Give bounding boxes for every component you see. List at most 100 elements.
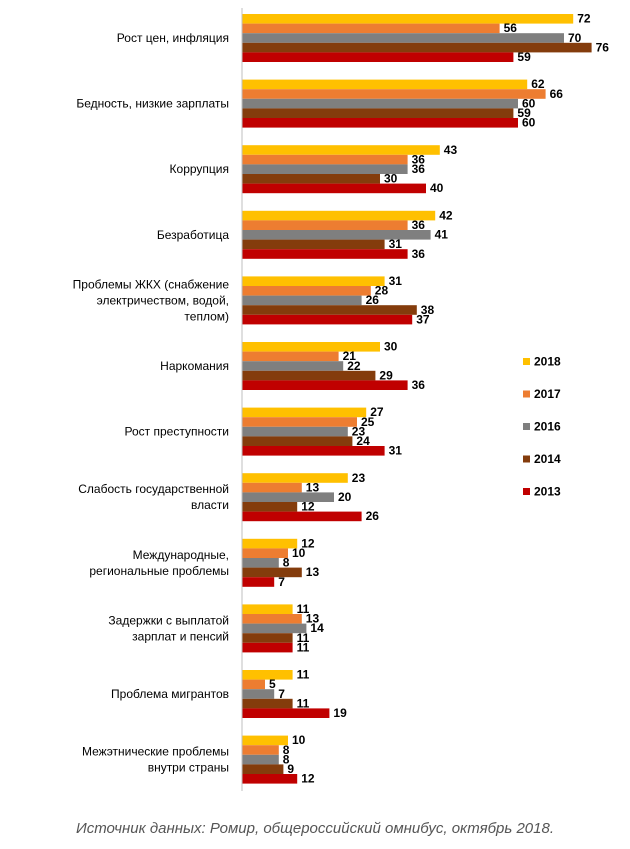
- value-label-2014-8: 13: [306, 565, 320, 579]
- bar-2017-7: [242, 482, 302, 493]
- bar-2014-5: [242, 370, 376, 381]
- value-label-2016-1: 60: [522, 96, 536, 110]
- value-label-2014-9: 11: [297, 631, 310, 645]
- value-label-2016-0: 70: [568, 31, 582, 45]
- bars-group: [242, 14, 592, 784]
- bar-2014-7: [242, 502, 298, 512]
- source-footer: Источник данных: Ромир, общероссийский о…: [76, 820, 554, 837]
- value-label-2014-0: 76: [596, 40, 610, 54]
- value-label-2013-9: 11: [297, 640, 310, 654]
- value-label-2014-2: 30: [384, 172, 398, 186]
- bar-2017-0: [242, 23, 500, 34]
- category-label-4: электричеством, водой,: [97, 293, 229, 307]
- bar-2017-3: [242, 220, 408, 230]
- category-label-9: зарплат и пенсий: [132, 629, 229, 643]
- legend-label-2018: 2018: [534, 355, 561, 369]
- value-label-2017-2: 36: [412, 152, 426, 166]
- value-label-2017-9: 13: [306, 612, 320, 626]
- bar-2014-4: [242, 305, 417, 315]
- value-label-2017-5: 21: [343, 349, 357, 363]
- bar-2018-4: [242, 276, 385, 286]
- bar-2018-7: [242, 473, 348, 483]
- category-label-7: Слабость государственной: [78, 482, 229, 496]
- value-label-2018-7: 23: [352, 471, 366, 485]
- value-label-2014-3: 31: [389, 237, 403, 251]
- bar-2014-0: [242, 42, 592, 53]
- bar-2017-8: [242, 548, 288, 558]
- bar-2018-6: [242, 407, 367, 418]
- value-label-2013-4: 37: [416, 312, 430, 326]
- value-label-2017-0: 56: [504, 21, 518, 35]
- bar-2017-10: [242, 679, 265, 690]
- value-label-2014-11: 9: [287, 762, 294, 776]
- bar-2013-10: [242, 708, 330, 718]
- value-label-2018-8: 12: [301, 536, 315, 550]
- bar-2013-7: [242, 511, 362, 522]
- value-label-2016-8: 8: [283, 556, 290, 570]
- value-label-2017-6: 25: [361, 415, 375, 429]
- value-label-2017-11: 8: [283, 743, 290, 757]
- bar-2013-9: [242, 642, 293, 653]
- value-label-2018-9: 11: [297, 602, 310, 616]
- value-label-2016-3: 41: [435, 228, 449, 242]
- bar-2013-5: [242, 380, 408, 390]
- value-label-2018-4: 31: [389, 274, 403, 288]
- value-label-2013-7: 26: [366, 509, 380, 523]
- value-label-2017-3: 36: [412, 218, 426, 232]
- value-label-2017-10: 5: [269, 677, 276, 691]
- value-label-2018-2: 43: [444, 143, 458, 157]
- category-label-7: власти: [191, 498, 229, 512]
- category-label-3: Безработица: [157, 228, 229, 242]
- bar-2016-3: [242, 230, 431, 240]
- category-label-11: внутри страны: [148, 761, 229, 775]
- value-label-2017-8: 10: [292, 546, 306, 560]
- bar-2014-3: [242, 239, 385, 250]
- value-label-2016-10: 7: [278, 687, 285, 701]
- value-label-2018-1: 62: [531, 77, 545, 91]
- value-label-2013-6: 31: [389, 444, 403, 458]
- bar-2016-0: [242, 33, 564, 43]
- value-label-2013-3: 36: [412, 247, 426, 261]
- bar-2013-6: [242, 446, 385, 456]
- bar-2018-3: [242, 210, 436, 221]
- value-label-2013-2: 40: [430, 181, 444, 195]
- bar-2017-5: [242, 351, 339, 362]
- value-label-2018-0: 72: [577, 12, 591, 26]
- value-label-2018-5: 30: [384, 340, 398, 354]
- bar-2013-8: [242, 577, 275, 587]
- value-label-2014-4: 38: [421, 303, 435, 317]
- bar-2018-11: [242, 735, 288, 746]
- category-label-4: Проблемы ЖКХ (снабжение: [73, 277, 230, 291]
- value-label-2013-8: 7: [278, 575, 285, 589]
- bar-2017-9: [242, 614, 302, 624]
- category-label-8: Международные,: [133, 548, 229, 562]
- bar-2018-10: [242, 670, 293, 680]
- category-label-9: Задержки с выплатой: [108, 613, 229, 627]
- value-label-2014-7: 12: [301, 500, 315, 514]
- legend-label-2017: 2017: [534, 387, 561, 401]
- legend-swatch-2017: [523, 390, 530, 398]
- category-label-1: Бедность, низкие зарплаты: [76, 97, 229, 111]
- bar-2013-1: [242, 118, 518, 128]
- value-label-2016-7: 20: [338, 490, 352, 504]
- legend-swatch-2018: [523, 358, 530, 365]
- category-label-11: Межэтнические проблемы: [82, 745, 229, 759]
- value-label-2013-5: 36: [412, 378, 426, 392]
- legend-swatch-2016: [523, 423, 530, 430]
- value-label-2016-9: 14: [310, 621, 324, 635]
- value-label-2016-4: 26: [366, 293, 380, 307]
- bar-2016-2: [242, 164, 408, 174]
- value-label-2017-7: 13: [306, 480, 320, 494]
- category-label-5: Наркомания: [160, 359, 229, 373]
- bar-2017-4: [242, 286, 371, 296]
- bar-2014-10: [242, 698, 293, 709]
- bar-2014-9: [242, 633, 293, 643]
- value-label-2013-1: 60: [522, 116, 536, 130]
- bar-2016-1: [242, 98, 518, 109]
- bar-2018-8: [242, 538, 298, 549]
- bar-2016-6: [242, 426, 348, 437]
- bar-chart: 7256707659626660596043363630404236413136…: [73, 8, 610, 791]
- bar-2016-11: [242, 754, 279, 765]
- bar-2016-8: [242, 558, 279, 568]
- bar-2013-0: [242, 52, 514, 62]
